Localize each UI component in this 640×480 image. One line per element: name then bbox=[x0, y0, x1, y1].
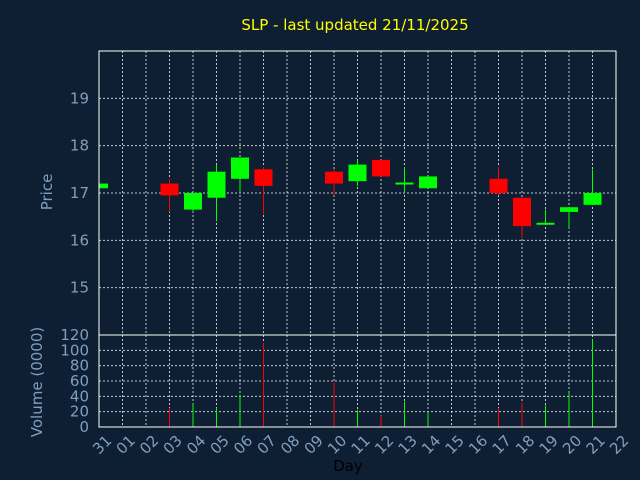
x-tick-label: 16 bbox=[465, 432, 491, 458]
price-tick-label: 15 bbox=[70, 279, 89, 297]
candle-body bbox=[207, 171, 226, 198]
price-tick-label: 19 bbox=[70, 89, 89, 107]
candle-body bbox=[489, 178, 508, 193]
x-tick-label: 10 bbox=[324, 432, 350, 458]
x-tick-label: 15 bbox=[442, 432, 468, 458]
x-tick-label: 09 bbox=[301, 432, 327, 458]
price-tick-label: 17 bbox=[70, 184, 89, 202]
candle-body bbox=[99, 183, 108, 189]
volume-bars bbox=[169, 338, 593, 427]
volume-tick-label: 80 bbox=[70, 357, 89, 375]
volume-tick-label: 20 bbox=[70, 403, 89, 421]
x-tick-label: 06 bbox=[230, 432, 256, 458]
x-tick-label: 18 bbox=[512, 432, 538, 458]
candle-body bbox=[372, 159, 390, 177]
x-tick-label: 12 bbox=[371, 432, 397, 458]
candle-body bbox=[536, 222, 555, 225]
x-axis-ticks: 3101020304050607080910111213141516171819… bbox=[89, 432, 632, 458]
x-tick-label: 20 bbox=[559, 432, 585, 458]
x-axis-label: Day bbox=[333, 457, 363, 475]
volume-tick-label: 100 bbox=[60, 341, 89, 359]
candles bbox=[98, 157, 602, 238]
candle-body bbox=[184, 193, 202, 210]
x-tick-label: 17 bbox=[489, 432, 515, 458]
candle-body bbox=[560, 207, 578, 212]
volume-tick-label: 120 bbox=[60, 326, 89, 344]
x-tick-label: 14 bbox=[418, 432, 444, 458]
x-tick-label: 08 bbox=[277, 432, 303, 458]
price-tick-label: 18 bbox=[70, 137, 89, 155]
volume-panel-frame bbox=[98, 334, 617, 428]
candle-body bbox=[419, 176, 437, 189]
x-tick-label: 13 bbox=[395, 432, 421, 458]
candle-body bbox=[160, 183, 179, 196]
x-tick-label: 31 bbox=[89, 432, 115, 458]
candle-body bbox=[231, 157, 249, 179]
candle-body bbox=[254, 169, 273, 186]
candle-body bbox=[395, 182, 414, 185]
x-tick-label: 21 bbox=[583, 432, 609, 458]
price-axis-label: Price bbox=[38, 174, 56, 211]
x-tick-label: 04 bbox=[183, 432, 209, 458]
x-tick-label: 02 bbox=[136, 432, 162, 458]
candle-body bbox=[348, 164, 367, 182]
price-tick-label: 16 bbox=[70, 231, 89, 249]
candle-body bbox=[513, 197, 531, 227]
chart-title: SLP - last updated 21/11/2025 bbox=[241, 16, 468, 34]
x-tick-label: 07 bbox=[254, 432, 280, 458]
x-tick-label: 19 bbox=[536, 432, 562, 458]
volume-axis-label: Volume (0000) bbox=[28, 327, 46, 437]
x-tick-label: 11 bbox=[348, 432, 374, 458]
volume-tick-label: 0 bbox=[79, 418, 89, 436]
volume-tick-label: 40 bbox=[70, 387, 89, 405]
x-tick-label: 22 bbox=[606, 432, 632, 458]
x-tick-label: 05 bbox=[207, 432, 233, 458]
price-axis-ticks: 15 16 17 18 19 bbox=[70, 89, 89, 296]
candle-body bbox=[583, 193, 602, 205]
candle-body bbox=[325, 171, 343, 184]
volume-tick-label: 60 bbox=[70, 372, 89, 390]
x-tick-label: 03 bbox=[160, 432, 186, 458]
x-tick-label: 01 bbox=[113, 432, 139, 458]
